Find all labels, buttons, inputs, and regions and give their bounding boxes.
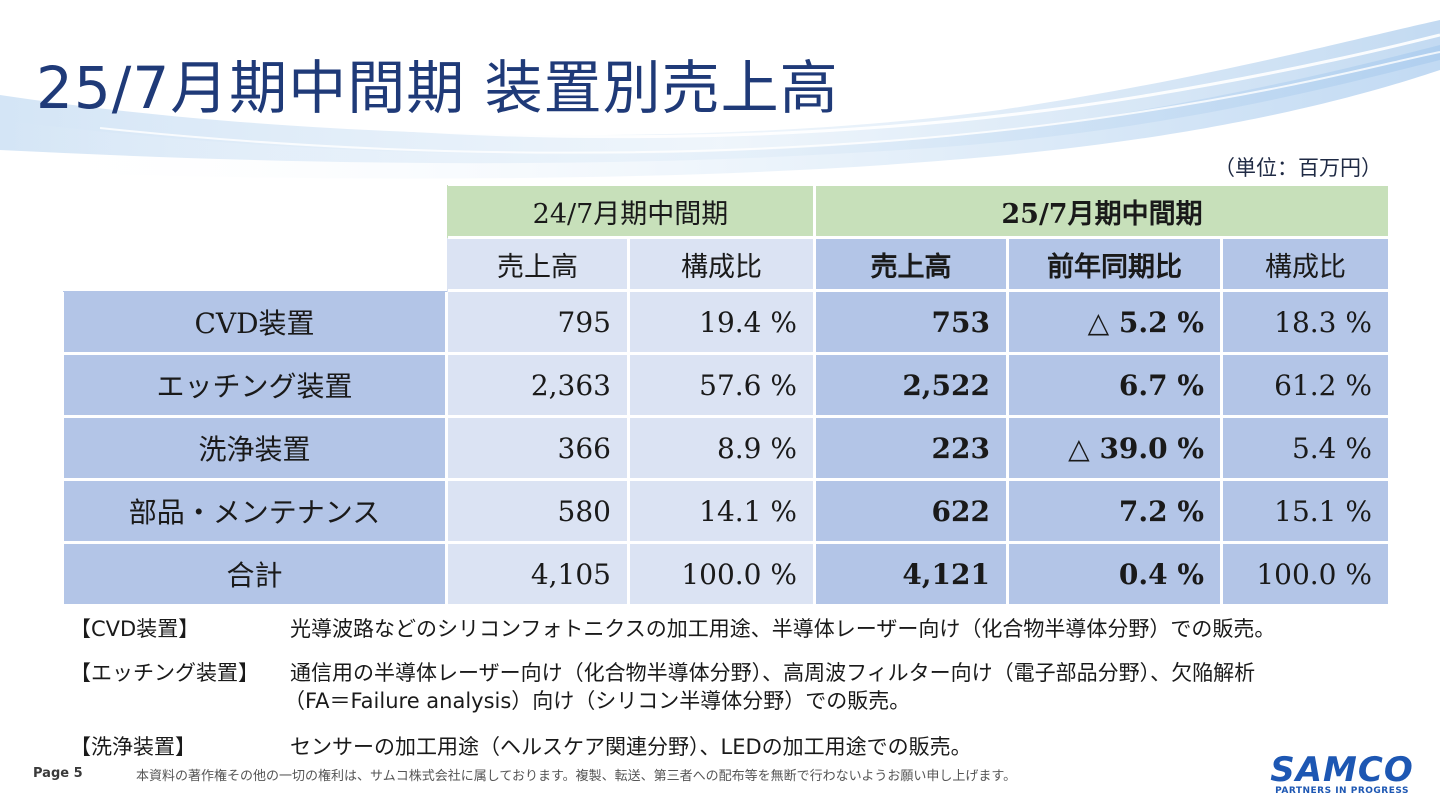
samco-logo: SAMCO PARTNERS IN PROGRESS (1268, 752, 1416, 796)
note-text: 光導波路などのシリコンフォトニクスの加工用途、半導体レーザー向け（化合物半導体分… (290, 617, 1276, 641)
copyright-notice: 本資料の著作権その他の一切の権利は、サムコ株式会社に属しております。複製、転送、… (136, 769, 1017, 784)
unit-label: （単位：百万円） (1214, 156, 1382, 180)
table-row: エッチング装置 2,363 57.6 % 2,522 6.7 % 61.2 % (61, 352, 1391, 418)
page-number: Page 5 (33, 766, 83, 781)
total-label: 合計 (61, 541, 448, 607)
group-header-cur: 25/7月期中間期 (813, 183, 1391, 239)
group-header-row: 24/7月期中間期 25/7月期中間期 (63, 183, 1391, 239)
cell-yoy-cur: △ 39.0 % (1006, 415, 1223, 481)
row-label: 洗浄装置 (61, 415, 448, 481)
cell-ratio-cur: 18.3 % (1220, 289, 1391, 355)
background-wave (0, 20, 1440, 179)
cell-sales-cur: 753 (813, 289, 1009, 355)
cell-sales-cur: 622 (813, 478, 1009, 544)
cell-yoy-cur: 6.7 % (1006, 352, 1223, 418)
col-header-sales-prev: 売上高 (445, 236, 630, 292)
cell-ratio-prev: 57.6 % (627, 352, 816, 418)
cell-ratio-cur: 15.1 % (1220, 478, 1391, 544)
note-text: 通信用の半導体レーザー向け（化合物半導体分野）、高周波フィルター向け（電子部品分… (290, 661, 1256, 685)
table-row: CVD装置 795 19.4 % 753 △ 5.2 % 18.3 % (61, 289, 1391, 355)
cell-yoy-cur: △ 5.2 % (1006, 289, 1223, 355)
col-header-ratio-cur: 構成比 (1220, 236, 1391, 292)
cell-total-sales-prev: 4,105 (445, 541, 630, 607)
note-label: 【洗浄装置】 (70, 735, 196, 759)
cell-ratio-cur: 61.2 % (1220, 352, 1391, 418)
column-header-row: 売上高 構成比 売上高 前年同期比 構成比 (63, 236, 1391, 292)
cell-sales-prev: 2,363 (445, 352, 630, 418)
note-text-line2: （FA＝Failure analysis）向け（シリコン半導体分野）での販売。 (284, 689, 911, 713)
cell-sales-prev: 580 (445, 478, 630, 544)
logo-wordmark: SAMCO (1270, 750, 1414, 790)
note-label: 【エッチング装置】 (70, 661, 259, 685)
row-label: CVD装置 (61, 289, 448, 355)
total-row: 合計 4,105 100.0 % 4,121 0.4 % 100.0 % (61, 541, 1391, 607)
note-text: センサーの加工用途（ヘルスケア関連分野）、LEDの加工用途での販売。 (290, 735, 972, 759)
cell-total-ratio-cur: 100.0 % (1220, 541, 1391, 607)
table-row: 洗浄装置 366 8.9 % 223 △ 39.0 % 5.4 % (61, 415, 1391, 481)
cell-sales-cur: 223 (813, 415, 1009, 481)
sales-table: 24/7月期中間期 25/7月期中間期 売上高 構成比 売上高 前年同期比 構成… (61, 183, 1391, 607)
col-header-ratio-prev: 構成比 (627, 236, 816, 292)
cell-total-sales-cur: 4,121 (813, 541, 1009, 607)
cell-ratio-prev: 19.4 % (627, 289, 816, 355)
cell-ratio-prev: 14.1 % (627, 478, 816, 544)
logo-tagline: PARTNERS IN PROGRESS (1275, 786, 1409, 796)
cell-total-ratio-prev: 100.0 % (627, 541, 816, 607)
group-header-prev: 24/7月期中間期 (445, 183, 816, 239)
table-row: 部品・メンテナンス 580 14.1 % 622 7.2 % 15.1 % (61, 478, 1391, 544)
cell-ratio-prev: 8.9 % (627, 415, 816, 481)
row-label: エッチング装置 (61, 352, 448, 418)
col-header-yoy-cur: 前年同期比 (1006, 236, 1223, 292)
cell-total-yoy-cur: 0.4 % (1006, 541, 1223, 607)
cell-yoy-cur: 7.2 % (1006, 478, 1223, 544)
page-title: 25/7月期中間期 装置別売上高 (36, 54, 839, 122)
note-label: 【CVD装置】 (70, 617, 200, 641)
cell-sales-prev: 366 (445, 415, 630, 481)
cell-sales-prev: 795 (445, 289, 630, 355)
row-label: 部品・メンテナンス (61, 478, 448, 544)
col-header-sales-cur: 売上高 (813, 236, 1009, 292)
cell-sales-cur: 2,522 (813, 352, 1009, 418)
cell-ratio-cur: 5.4 % (1220, 415, 1391, 481)
